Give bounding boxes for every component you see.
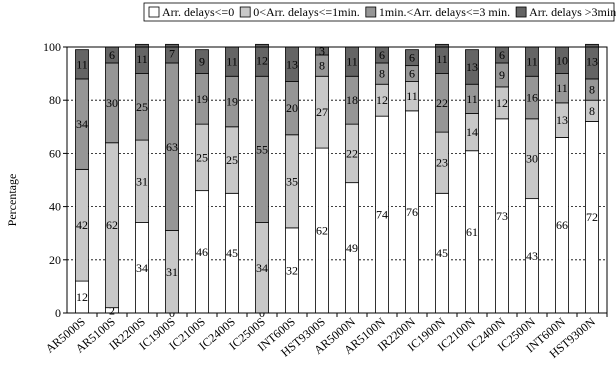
data-label: 46 xyxy=(196,245,208,259)
data-label: 61 xyxy=(466,225,478,239)
data-label: 8 xyxy=(589,104,595,118)
data-label: 45 xyxy=(226,246,238,260)
legend-swatch xyxy=(515,6,527,18)
legend-box xyxy=(143,2,615,22)
data-label: 8 xyxy=(589,83,595,97)
legend-label: Arr. delays >3min. xyxy=(529,5,616,19)
bar-segment xyxy=(255,43,269,77)
data-label: 20 xyxy=(286,101,298,115)
data-label: 6 xyxy=(499,48,505,62)
data-label: 31 xyxy=(166,265,178,279)
data-label: 13 xyxy=(286,57,298,71)
legend-label: 1min.<Arr. delays<=3 min. xyxy=(379,5,510,19)
data-label: 25 xyxy=(196,150,208,164)
data-label: 76 xyxy=(406,205,418,219)
data-label: 11 xyxy=(466,92,478,106)
data-label: 72 xyxy=(586,210,598,224)
data-label: 19 xyxy=(196,92,208,106)
data-label: 27 xyxy=(316,105,328,119)
data-label: 6 xyxy=(109,48,115,62)
y-tick-label: 0 xyxy=(55,306,61,320)
data-label: 12 xyxy=(256,53,268,67)
data-label: 18 xyxy=(346,93,358,107)
data-label: 62 xyxy=(106,218,118,232)
data-label: 6 xyxy=(379,48,385,62)
data-label: 12 xyxy=(376,93,388,107)
y-tick-label: 60 xyxy=(49,146,61,160)
y-tick-label: 40 xyxy=(49,200,61,214)
data-label: 8 xyxy=(379,67,385,81)
data-label: 23 xyxy=(436,156,448,170)
data-label: 11 xyxy=(526,55,538,69)
legend-label: Arr. delays<=0 xyxy=(162,5,234,19)
legend-swatch xyxy=(148,6,160,18)
data-label: 8 xyxy=(319,59,325,73)
bar-segment xyxy=(435,43,449,75)
data-label: 10 xyxy=(556,53,568,67)
data-label: 11 xyxy=(136,52,148,66)
data-label: 11 xyxy=(226,55,238,69)
data-label: 12 xyxy=(76,290,88,304)
data-label: 2 xyxy=(109,303,115,317)
data-label: 30 xyxy=(106,96,118,110)
data-label: 34 xyxy=(256,261,268,275)
legend-swatch xyxy=(365,6,377,18)
data-label: 22 xyxy=(436,96,448,110)
data-label: 9 xyxy=(199,55,205,69)
bar-segment xyxy=(135,43,149,75)
bar-segment xyxy=(75,49,89,80)
data-label: 11 xyxy=(436,52,448,66)
data-label: 9 xyxy=(499,68,505,82)
data-label: 11 xyxy=(406,89,418,103)
data-label: 74 xyxy=(376,208,388,222)
data-label: 3 xyxy=(319,44,325,58)
data-label: 49 xyxy=(346,241,358,255)
data-label: 73 xyxy=(496,209,508,223)
legend-label: 0<Arr. delays<=1min. xyxy=(253,5,360,19)
data-label: 13 xyxy=(556,113,568,127)
data-label: 13 xyxy=(586,55,598,69)
data-label: 19 xyxy=(226,95,238,109)
bars: 1242341126230634312511031637462519945251… xyxy=(75,43,599,320)
data-label: 12 xyxy=(496,96,508,110)
data-label: 25 xyxy=(136,100,148,114)
data-label: 62 xyxy=(316,224,328,238)
y-tick-label: 20 xyxy=(49,253,61,267)
bar-segment xyxy=(165,43,179,64)
data-label: 66 xyxy=(556,218,568,232)
data-label: 55 xyxy=(256,142,268,156)
data-label: 6 xyxy=(409,51,415,65)
data-label: 11 xyxy=(556,81,568,95)
data-label: 31 xyxy=(136,174,148,188)
data-label: 63 xyxy=(166,140,178,154)
data-label: 43 xyxy=(526,249,538,263)
data-label: 16 xyxy=(526,91,538,105)
data-label: 22 xyxy=(346,146,358,160)
data-label: 32 xyxy=(286,263,298,277)
y-tick-label: 80 xyxy=(49,93,61,107)
bar-segment xyxy=(465,49,479,85)
grid-lines xyxy=(67,99,607,261)
data-label: 11 xyxy=(346,55,358,69)
data-label: 25 xyxy=(226,153,238,167)
data-label: 11 xyxy=(76,57,88,71)
data-label: 30 xyxy=(526,152,538,166)
legend: Arr. delays<=0 0<Arr. delays<=1min. 1min.<… xyxy=(143,2,616,22)
data-label: 42 xyxy=(76,218,88,232)
bar-segment xyxy=(195,49,209,75)
data-label: 45 xyxy=(436,246,448,260)
data-label: 13 xyxy=(466,60,478,74)
y-axis-label: Percentage xyxy=(5,174,19,227)
data-label: 6 xyxy=(409,67,415,81)
bar-segment xyxy=(405,49,419,67)
data-label: 14 xyxy=(466,125,478,139)
data-label: 35 xyxy=(286,174,298,188)
data-label: 34 xyxy=(76,117,88,131)
data-label: 34 xyxy=(136,261,148,275)
data-label: 7 xyxy=(169,47,175,61)
bar-segment xyxy=(585,43,599,80)
legend-swatch xyxy=(239,6,251,18)
y-tick-label: 100 xyxy=(43,40,61,54)
